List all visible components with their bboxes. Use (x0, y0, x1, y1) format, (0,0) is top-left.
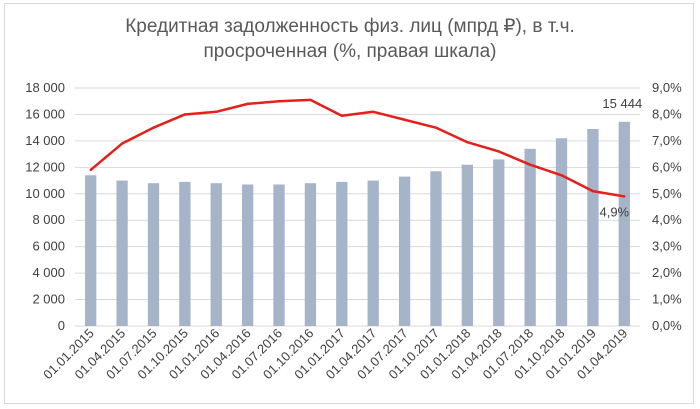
y-left-tick-label: 8 000 (32, 212, 65, 227)
bar (85, 175, 97, 326)
line-data-label: 4,9% (599, 204, 629, 219)
y-right-tick-label: 7,0% (652, 133, 682, 148)
line-point (371, 110, 375, 114)
bar (587, 128, 599, 326)
line-point (497, 150, 500, 153)
line-point (528, 163, 532, 166)
bar-data-label: 15 444 (602, 96, 642, 111)
line-point (591, 189, 595, 193)
y-left-tick-label: 12 000 (25, 159, 65, 174)
line-point (309, 98, 312, 102)
bar (304, 183, 317, 326)
line-point (120, 142, 124, 145)
bar (116, 180, 128, 326)
y-left-tick-label: 16 000 (25, 106, 65, 121)
bar (461, 164, 474, 326)
bar (524, 148, 536, 326)
y-left-tick-label: 0 (58, 318, 65, 333)
y-right-tick-label: 4,0% (652, 212, 682, 227)
line-point (403, 118, 406, 121)
bar (493, 159, 505, 326)
y-right-tick-label: 9,0% (652, 80, 682, 95)
bar (555, 138, 568, 326)
y-left-tick-label: 10 000 (25, 186, 65, 201)
line-point (215, 110, 218, 114)
line-series (89, 98, 625, 198)
bar (147, 183, 160, 326)
line-point (246, 102, 249, 106)
y-right-tick-label: 8,0% (652, 106, 682, 121)
y-right-tick-label: 5,0% (652, 186, 682, 201)
y-left-tick-label: 18 000 (25, 80, 65, 95)
bar (179, 181, 191, 326)
line-point (434, 126, 438, 129)
y-right-tick-label: 6,0% (652, 159, 682, 174)
chart-title: Кредитная задолженность физ. лиц (мпрд ₽… (0, 14, 700, 64)
bar (273, 184, 285, 326)
y-right-tick-label: 1,0% (652, 292, 682, 307)
y-right-tick-label: 0,0% (652, 318, 682, 333)
chart-title-line-1: Кредитная задолженность физ. лиц (мпрд ₽… (125, 16, 575, 37)
y-left-tick-label: 14 000 (25, 133, 65, 148)
chart-title-line-2: просроченная (%, правая шкала) (203, 41, 497, 62)
line-point (560, 174, 563, 177)
y-right-tick-label: 3,0% (652, 239, 682, 254)
y-right-tick-label: 2,0% (652, 265, 682, 280)
bar (398, 176, 411, 326)
y-left-tick-label: 6 000 (32, 239, 65, 254)
line-point (466, 141, 469, 144)
bar (618, 121, 630, 327)
bar (210, 183, 222, 326)
line-point (340, 114, 344, 117)
bar (367, 180, 379, 326)
line-point (89, 168, 92, 172)
line-point (277, 100, 281, 103)
bar (241, 184, 254, 326)
bar (430, 171, 442, 326)
line-point (152, 126, 155, 129)
line-point (183, 113, 187, 116)
line-point (623, 195, 626, 198)
y-left-tick-label: 2 000 (32, 292, 65, 307)
y-left-tick-label: 4 000 (32, 265, 65, 280)
bar (336, 181, 348, 326)
